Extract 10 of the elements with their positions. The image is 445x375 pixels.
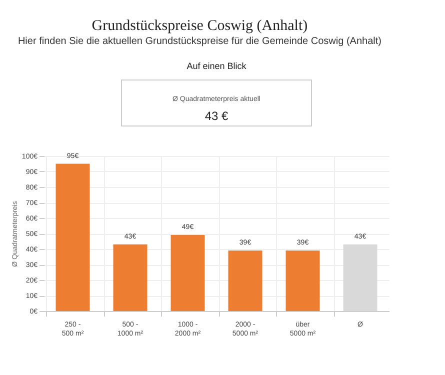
bar <box>286 250 320 311</box>
bar <box>56 164 90 311</box>
text: 43 € <box>204 109 228 123</box>
text: Auf einen Blick <box>186 61 247 71</box>
bar <box>228 250 262 311</box>
chart-title: Grundstückspreise Coswig (Anhalt) <box>92 18 308 34</box>
chart-subtitle: Hier finden Sie die aktuellen Grundstückspreise für die Gemeinde Coswig (Anhalt) <box>18 36 382 47</box>
bar <box>170 235 205 311</box>
bar <box>113 244 148 311</box>
bar <box>343 244 378 311</box>
